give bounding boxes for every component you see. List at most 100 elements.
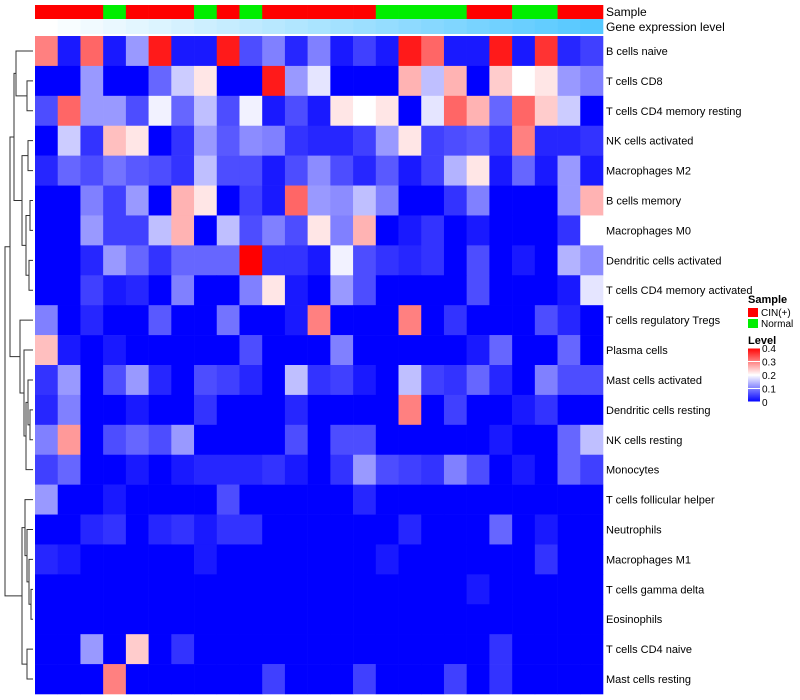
heatmap-cell: [489, 394, 513, 426]
heatmap-cell: [239, 664, 263, 695]
legend: Sample CIN(+) Normal Level 0.4 0.3 0.2 0.1 0: [748, 294, 793, 409]
heatmap-cell: [398, 275, 422, 306]
legend-sample-title: Sample: [748, 294, 787, 306]
row-label: Macrophages M0: [606, 225, 691, 237]
heatmap-cell: [421, 484, 445, 515]
heatmap-cell: [216, 215, 240, 246]
heatmap-cell: [284, 484, 308, 515]
heatmap-cell: [443, 155, 467, 186]
expression-annotation-cell: [421, 19, 445, 34]
heatmap-cell: [194, 36, 218, 67]
heatmap-cell: [580, 36, 604, 67]
heatmap-cell: [262, 125, 286, 156]
sample-annotation-cell: [262, 5, 286, 19]
heatmap-cell: [103, 215, 127, 246]
heatmap-cell: [35, 245, 59, 276]
heatmap-cell: [284, 574, 308, 605]
heatmap-cell: [534, 574, 558, 605]
heatmap-cell: [262, 185, 286, 216]
heatmap-cell: [148, 185, 172, 216]
heatmap-cell: [171, 424, 195, 456]
heatmap-cell: [443, 65, 467, 97]
heatmap-cell: [57, 544, 81, 575]
heatmap-cell: [148, 65, 172, 97]
heatmap-cell: [489, 634, 513, 665]
heatmap-cell: [35, 155, 59, 186]
heatmap-cell: [171, 65, 195, 97]
row-label: T cells CD4 memory resting: [606, 106, 742, 118]
heatmap-cell: [262, 155, 286, 186]
heatmap-cell: [443, 634, 467, 665]
heatmap-cell: [171, 634, 195, 665]
heatmap-cell: [375, 335, 399, 366]
heatmap-cell: [512, 245, 536, 276]
heatmap-cell: [489, 484, 513, 515]
sample-annotation-cell: [307, 5, 331, 19]
heatmap-cell: [534, 454, 558, 485]
heatmap-cell: [353, 275, 377, 306]
heatmap-cell: [557, 454, 581, 485]
heatmap-cell: [194, 275, 218, 306]
heatmap-cell: [375, 36, 399, 67]
heatmap-cell: [284, 394, 308, 426]
heatmap-cell: [125, 155, 149, 186]
heatmap-cell: [421, 95, 445, 127]
heatmap-cell: [80, 484, 104, 515]
heatmap-cell: [239, 65, 263, 97]
heatmap-cell: [580, 305, 604, 336]
heatmap-cell: [580, 604, 604, 635]
heatmap-cell: [80, 305, 104, 336]
heatmap-cell: [35, 275, 59, 306]
heatmap-cell: [330, 36, 354, 67]
heatmap-cell: [216, 365, 240, 396]
heatmap-cell: [57, 185, 81, 216]
heatmap-cell: [330, 514, 354, 545]
heatmap-cell: [239, 394, 263, 426]
expression-annotation-cell: [284, 19, 308, 34]
heatmap-cell: [57, 634, 81, 665]
heatmap-cell: [330, 365, 354, 396]
heatmap-cell: [557, 484, 581, 515]
heatmap-cell: [580, 574, 604, 605]
heatmap-cell: [80, 335, 104, 366]
heatmap-cell: [284, 634, 308, 665]
heatmap-cell: [307, 574, 331, 605]
heatmap-cell: [353, 544, 377, 575]
heatmap-cell: [307, 424, 331, 456]
heatmap-cell: [353, 574, 377, 605]
heatmap-cell: [512, 365, 536, 396]
heatmap-cell: [375, 185, 399, 216]
heatmap-cell: [443, 95, 467, 127]
heatmap-cell: [239, 574, 263, 605]
heatmap-cell: [466, 245, 490, 276]
heatmap-cell: [125, 634, 149, 665]
heatmap-cell: [103, 394, 127, 426]
heatmap-cell: [239, 484, 263, 515]
sample-annotation-cell: [80, 5, 104, 19]
expression-annotation-cell: [262, 19, 286, 34]
heatmap-cell: [262, 36, 286, 67]
heatmap-cell: [580, 514, 604, 545]
heatmap-cell: [35, 95, 59, 127]
row-label: T cells CD4 naive: [606, 644, 692, 656]
heatmap-cell: [307, 185, 331, 216]
heatmap-cell: [194, 544, 218, 575]
dendrogram-branch: [9, 136, 20, 358]
heatmap-cell: [103, 604, 127, 635]
sample-annotation-cell: [443, 5, 467, 19]
sample-annotation-cell: [35, 5, 59, 19]
sample-track-label: Sample: [606, 5, 647, 19]
heatmap-cell: [375, 604, 399, 635]
heatmap-cell: [148, 484, 172, 515]
dendrogram-branch: [24, 499, 33, 557]
heatmap-cell: [35, 215, 59, 246]
heatmap-cell: [557, 215, 581, 246]
heatmap-cell: [35, 36, 59, 67]
heatmap-cell: [580, 245, 604, 276]
heatmap-cell: [466, 634, 490, 665]
heatmap-cell: [262, 454, 286, 485]
expression-annotation-cell: [534, 19, 558, 34]
expression-annotation-cell: [148, 19, 172, 34]
expression-annotation-cell: [35, 19, 59, 34]
heatmap-cell: [580, 95, 604, 127]
